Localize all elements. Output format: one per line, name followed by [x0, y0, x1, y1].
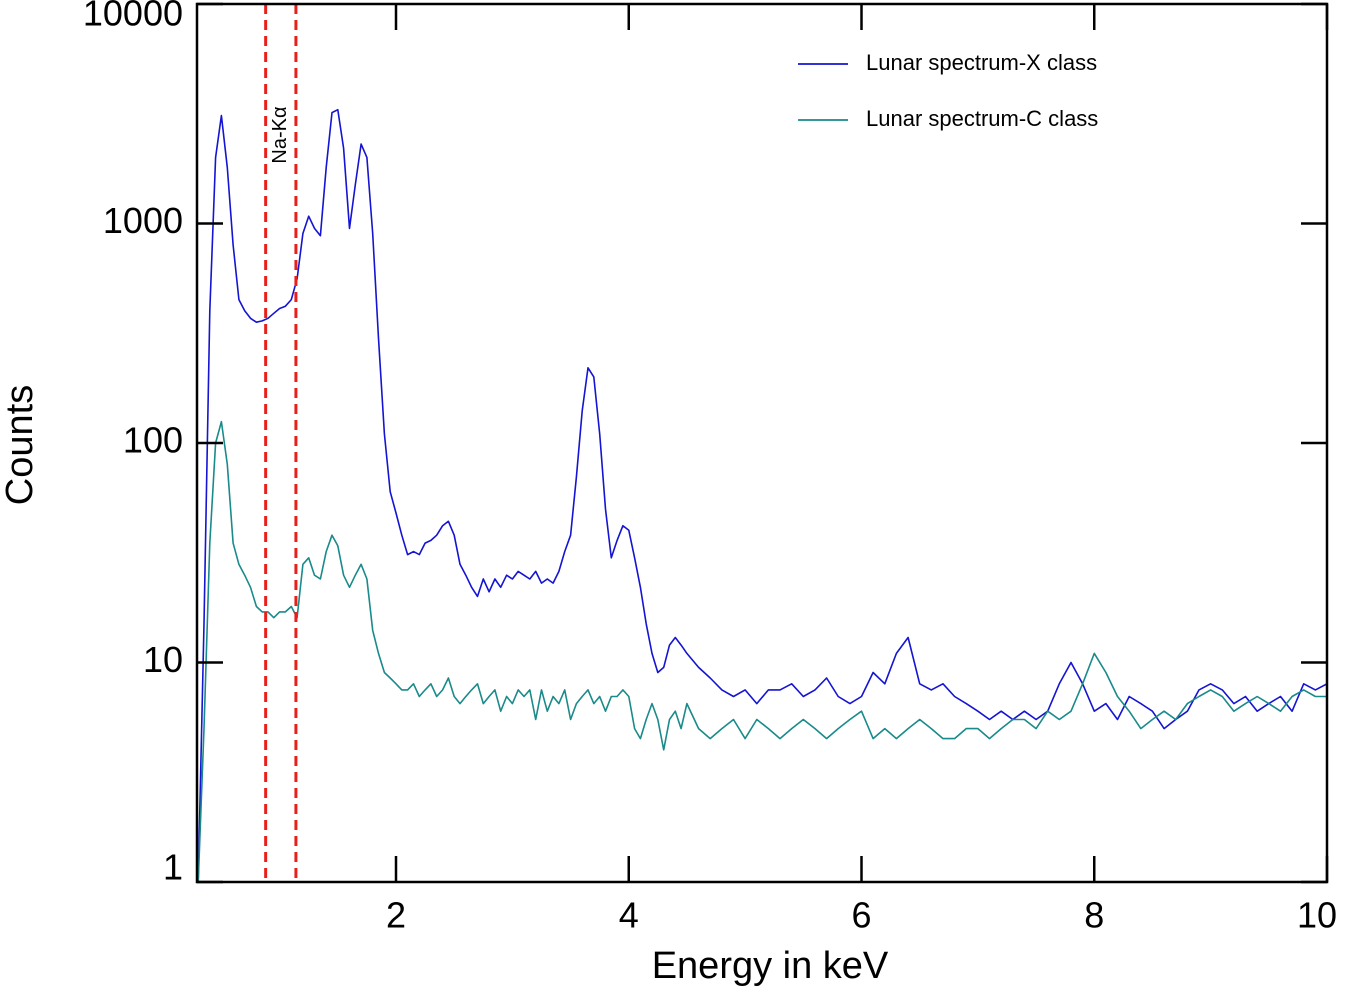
- y-axis-title: Counts: [0, 385, 41, 505]
- x-tick-label: 8: [1084, 895, 1104, 936]
- plot-frame: [195, 2, 1329, 884]
- annotation: Na-Kα: [269, 106, 291, 163]
- x-tick-label: 4: [619, 895, 639, 936]
- x-tick-label: 6: [851, 895, 871, 936]
- y-tick-label: 10000: [83, 0, 183, 34]
- x-tick-label: 10: [1297, 895, 1337, 936]
- legend-label: Lunar spectrum-X class: [866, 50, 1097, 75]
- y-tick-label: 100: [123, 420, 183, 461]
- y-tick-label: 1: [163, 847, 183, 888]
- x-tick-label: 2: [386, 895, 406, 936]
- y-tick-label: 10: [143, 639, 183, 680]
- y-tick-label: 1000: [103, 200, 183, 241]
- series-line: [197, 108, 1327, 882]
- legend-label: Lunar spectrum-C class: [866, 106, 1098, 131]
- series-line: [197, 420, 1327, 882]
- x-axis-title: Energy in keV: [652, 945, 889, 987]
